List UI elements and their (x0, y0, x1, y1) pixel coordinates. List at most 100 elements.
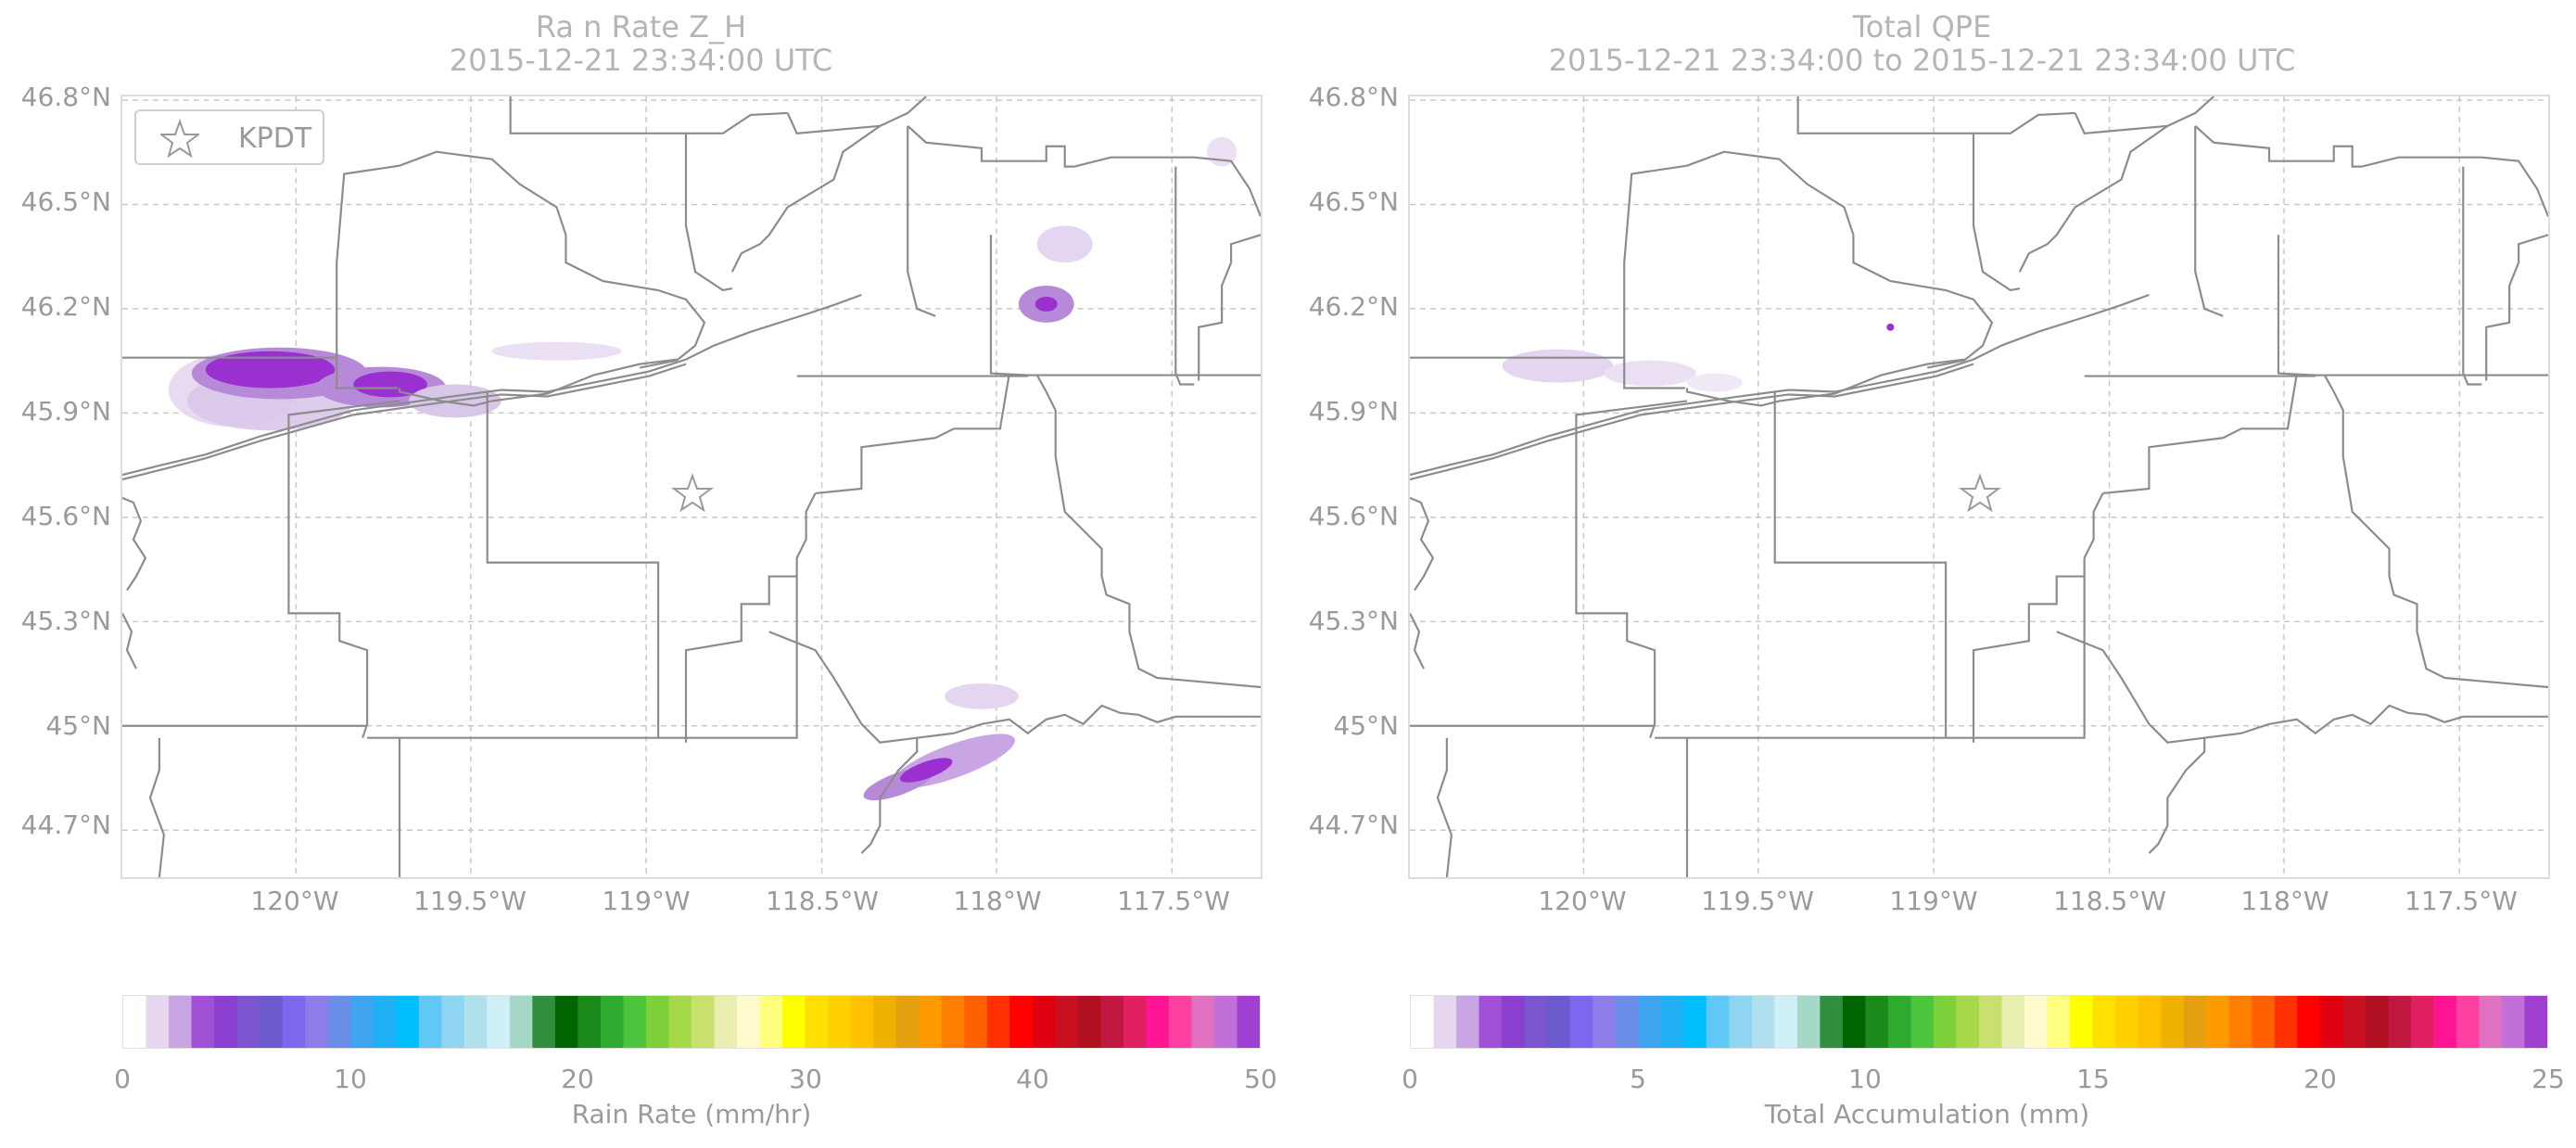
colorbar-segment (1979, 996, 2003, 1048)
lat-tick: 45.3°N (1308, 606, 1399, 636)
colorbar-segment (714, 996, 738, 1048)
colorbar-segment (2252, 996, 2276, 1048)
title-line-2: 2015-12-21 23:34:00 to 2015-12-21 23:34:… (1548, 43, 2296, 78)
colorbar-segment (236, 996, 260, 1048)
panel-title: Ra n Rate Z_H 2015-12-21 23:34:00 UTC (0, 9, 1285, 78)
colorbar-tick: 10 (1848, 1064, 1882, 1094)
colorbar-segment (1660, 996, 1684, 1048)
gridlines (122, 96, 1261, 877)
colorbar-segment (2228, 996, 2252, 1048)
colorbar-segment (1615, 996, 1639, 1048)
colorbar-segment (2501, 996, 2526, 1048)
colorbar-gradient (1411, 996, 2547, 1048)
colorbar-tick: 40 (1016, 1064, 1049, 1094)
colorbar-label: Rain Rate (mm/hr) (571, 1099, 812, 1129)
colorbar-segment (1569, 996, 1593, 1048)
colorbar-segment (895, 996, 920, 1048)
colorbar-tick: 25 (2532, 1064, 2565, 1094)
colorbar-tick: 30 (789, 1064, 822, 1094)
colorbar-segment (1100, 996, 1124, 1048)
colorbar-tick: 10 (334, 1064, 367, 1094)
total-qpe-map-canvas (1410, 96, 2548, 877)
colorbar-segment (191, 996, 215, 1048)
title-line-1: Total QPE (1852, 9, 1992, 45)
colorbar-segment (1638, 996, 1662, 1048)
colorbar-segment (509, 996, 533, 1048)
colorbar-segment (2455, 996, 2481, 1048)
colorbar-segment (146, 996, 170, 1048)
colorbar-segment (2365, 996, 2389, 1048)
colorbar-tick: 20 (561, 1064, 594, 1094)
colorbar-tick: 50 (1244, 1064, 1277, 1094)
colorbar-segment (645, 996, 670, 1048)
colorbar-segment (1411, 996, 1435, 1048)
colorbar-segment (214, 996, 238, 1048)
colorbar-segment (418, 996, 442, 1048)
lat-tick: 45.6°N (1308, 501, 1399, 531)
rain-rate-map-canvas (122, 96, 1261, 877)
colorbar-segment (2274, 996, 2298, 1048)
colorbar-segment (2433, 996, 2457, 1048)
colorbar-segment (1237, 996, 1260, 1048)
colorbar-segment (1123, 996, 1148, 1048)
colorbar-segment (1887, 996, 1912, 1048)
colorbar-segment (1456, 996, 1480, 1048)
colorbar-segment (1865, 996, 1889, 1048)
lat-tick: 46.5°N (20, 186, 111, 217)
colorbar-segment (986, 996, 1010, 1048)
total-accumulation-colorbar (1410, 995, 2548, 1049)
panel-title: Total QPE 2015-12-21 23:34:00 to 2015-12… (1278, 9, 2566, 78)
colorbar-segment (260, 996, 284, 1048)
colorbar-segment (350, 996, 374, 1048)
colorbar-segment (782, 996, 806, 1048)
colorbar-segment (1820, 996, 1844, 1048)
lon-tick: 118°W (953, 886, 1042, 916)
colorbar-tick: 0 (114, 1064, 131, 1094)
lon-tick: 119.5°W (413, 886, 527, 916)
total-qpe-map[interactable] (1408, 95, 2550, 879)
rain-rate-panel: Ra n Rate Z_H 2015-12-21 23:34:00 UTC (0, 9, 1285, 1129)
colorbar-segment (2001, 996, 2025, 1048)
lat-tick: 45.3°N (20, 606, 111, 636)
lat-tick: 46.2°N (1308, 291, 1399, 322)
colorbar-segment (692, 996, 716, 1048)
colorbar-tick: 0 (1402, 1064, 1418, 1094)
lat-tick: 46.8°N (20, 82, 111, 112)
lon-tick: 118.5°W (766, 886, 879, 916)
colorbar-segment (2183, 996, 2207, 1048)
lat-tick: 45°N (1333, 710, 1399, 741)
colorbar-segment (487, 996, 511, 1048)
lon-tick: 119°W (602, 886, 691, 916)
lon-tick: 118°W (2240, 886, 2329, 916)
title-line-2: 2015-12-21 23:34:00 UTC (449, 43, 833, 78)
lat-tick: 44.7°N (1308, 810, 1399, 840)
colorbar-segment (2319, 996, 2343, 1048)
rain-rate-map[interactable] (121, 95, 1263, 879)
colorbar-gradient (123, 996, 1260, 1048)
colorbar-segment (305, 996, 329, 1048)
colorbar-segment (1683, 996, 1707, 1048)
lon-tick: 117.5°W (2405, 886, 2518, 916)
lon-tick: 118.5°W (2053, 886, 2166, 916)
colorbar-segment (1729, 996, 1753, 1048)
colorbar-segment (668, 996, 692, 1048)
colorbar-tick: 20 (2303, 1064, 2337, 1094)
colorbar-segment (828, 996, 852, 1048)
lon-tick: 120°W (1538, 886, 1627, 916)
colorbar-segment (2388, 996, 2412, 1048)
lon-tick: 119.5°W (1701, 886, 1814, 916)
county-borders (122, 96, 1261, 877)
title-line-1: Ra n Rate Z_H (535, 9, 747, 45)
colorbar-segment (2297, 996, 2321, 1048)
colorbar-segment (1168, 996, 1193, 1048)
colorbar-segment (1032, 996, 1056, 1048)
colorbar-segment (1751, 996, 1775, 1048)
colorbar-segment (1146, 996, 1170, 1048)
colorbar-segment (2138, 996, 2162, 1048)
colorbar-segment (1547, 996, 1571, 1048)
colorbar-segment (2524, 996, 2547, 1048)
colorbar-segment (123, 996, 147, 1048)
colorbar-segment (2092, 996, 2116, 1048)
colorbar-segment (850, 996, 874, 1048)
lat-tick: 45.9°N (20, 396, 111, 427)
